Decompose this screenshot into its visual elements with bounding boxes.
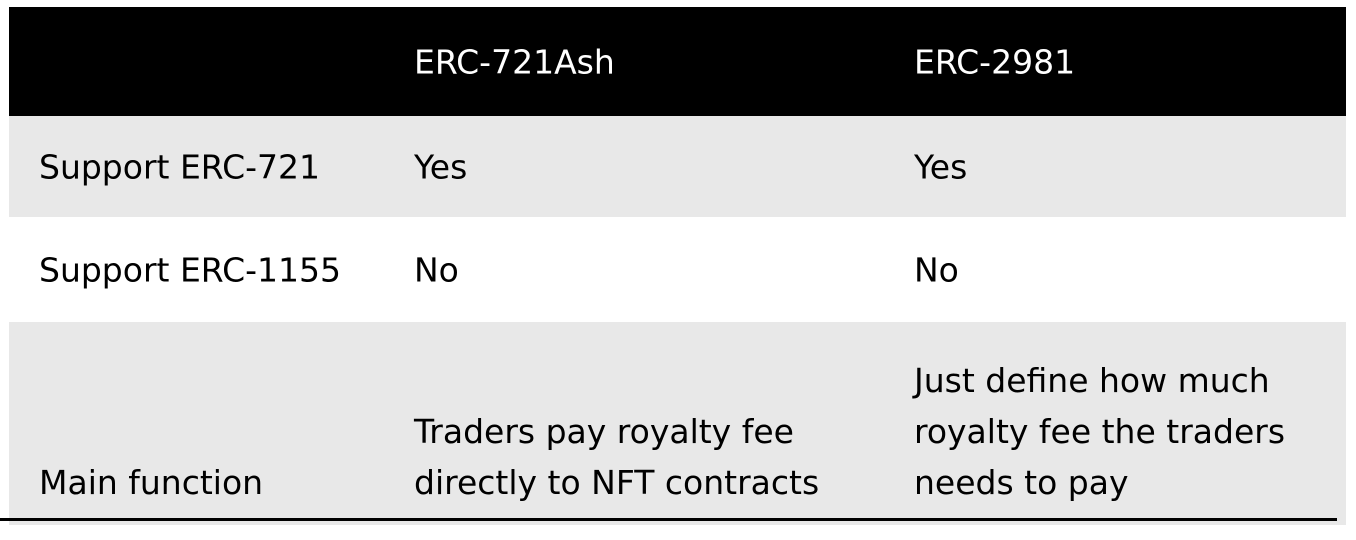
table-row-support-erc1155: Support ERC-1155 No No (9, 217, 1346, 322)
cell-erc2981-value: Yes (914, 147, 968, 186)
row-label: Support ERC-721 (39, 147, 321, 186)
cell-erc721ash-value: Yes (414, 147, 468, 186)
cell-erc721ash-value: No (414, 250, 459, 289)
row-label: Main function (39, 463, 264, 502)
comparison-table: ERC-721Ash ERC-2981 Support ERC-721 Yes … (9, 7, 1346, 525)
table-row-main-function: Main function Traders pay royalty fee di… (9, 322, 1346, 525)
cell-erc2981-value: Just define how much royalty fee the tra… (914, 361, 1286, 502)
table-row-support-erc721: Support ERC-721 Yes Yes (9, 116, 1346, 217)
row-label: Support ERC-1155 (39, 250, 342, 289)
header-cell-erc721ash: ERC-721Ash (414, 42, 615, 81)
header-cell-erc2981: ERC-2981 (914, 42, 1076, 81)
cell-erc2981-value: No (914, 250, 959, 289)
table-bottom-rule (0, 518, 1337, 521)
table-header-row: ERC-721Ash ERC-2981 (9, 7, 1346, 116)
cell-erc721ash-value: Traders pay royalty fee directly to NFT … (414, 412, 820, 502)
